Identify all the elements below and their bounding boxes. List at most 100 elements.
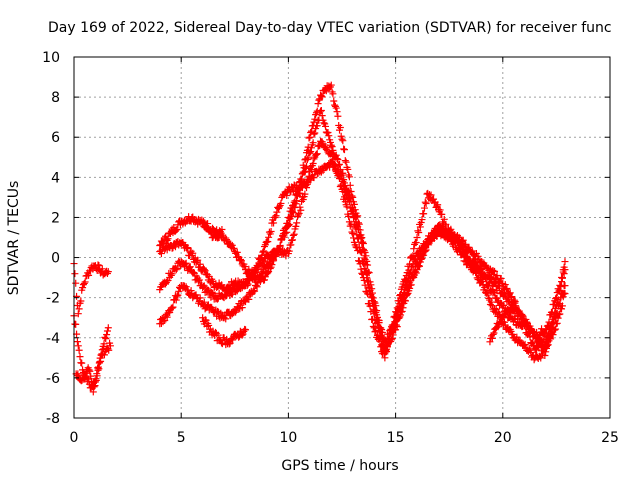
interpolated-point [461,253,469,261]
interpolated-point [472,269,480,277]
chart-title: Day 169 of 2022, Sidereal Day-to-day VTE… [48,20,612,36]
data-point [349,209,357,217]
interpolated-point [490,271,498,279]
interpolated-point [346,204,354,212]
interpolated-point [103,331,111,339]
interpolated-point [164,276,172,284]
interpolated-point [297,206,305,214]
interpolated-point [459,236,467,244]
interpolated-point [261,273,269,281]
data-point [561,282,569,290]
interpolated-point [73,338,81,346]
data-point [306,133,314,141]
y-tick-label: 8 [51,90,60,106]
interpolated-point [313,150,321,158]
interpolated-point [305,134,313,142]
interpolated-point [433,202,441,210]
interpolated-point [418,252,426,260]
interpolated-point [360,265,368,273]
interpolated-point [348,228,356,236]
y-tick-label: -6 [46,371,60,387]
interpolated-point [347,187,355,195]
data-point [104,324,112,332]
interpolated-point [264,269,272,277]
interpolated-point [167,271,175,279]
interpolated-point [186,263,194,271]
interpolated-point [254,263,262,271]
interpolated-point [503,284,511,292]
interpolated-point [368,293,376,301]
data-point [106,342,114,350]
interpolated-point [450,237,458,245]
interpolated-point [539,330,547,338]
interpolated-point [350,214,358,222]
interpolated-point [307,129,315,137]
interpolated-point [421,198,429,206]
data-point [359,260,367,268]
interpolated-point [95,261,103,269]
interpolated-point [172,266,180,274]
interpolated-point [478,277,486,285]
interpolated-point [372,327,380,335]
interpolated-point [482,289,490,297]
interpolated-point [506,309,514,317]
interpolated-point [316,141,324,149]
x-tick-label: 10 [279,430,297,446]
interpolated-point [302,155,310,163]
interpolated-point [289,208,297,216]
interpolated-point [554,314,562,322]
interpolated-point [281,229,289,237]
interpolated-point [239,262,247,270]
data-point [512,302,520,310]
interpolated-point [320,119,328,127]
interpolated-point [549,331,557,339]
interpolated-point [436,223,444,231]
interpolated-point [290,230,298,238]
interpolated-point [496,318,504,326]
interpolated-point [558,273,566,281]
interpolated-point [293,197,301,205]
interpolated-point [543,342,551,350]
interpolated-point [203,224,211,232]
interpolated-point [543,341,551,349]
x-tick-label: 0 [70,430,79,446]
interpolated-point [553,319,561,327]
interpolated-point [354,234,362,242]
interpolated-point [311,115,319,123]
data-point [85,366,93,374]
interpolated-point [85,271,93,279]
interpolated-point [345,212,353,220]
interpolated-point [329,90,337,98]
interpolated-point [288,212,296,220]
interpolated-point [397,291,405,299]
interpolated-point [182,283,190,291]
interpolated-point [354,235,362,243]
interpolated-point [184,244,192,252]
interpolated-point [541,352,549,360]
interpolated-point [251,287,259,295]
interpolated-point [187,287,195,295]
interpolated-point [325,132,333,140]
data-point [413,234,421,241]
interpolated-point [315,96,323,104]
interpolated-point [71,270,79,278]
interpolated-point [491,267,499,275]
interpolated-point [74,370,82,378]
interpolated-point [558,274,566,282]
interpolated-point [202,316,210,324]
interpolated-point [416,223,424,231]
interpolated-point [502,285,510,293]
data-point [561,266,569,274]
interpolated-point [265,228,273,236]
interpolated-point [447,225,455,233]
interpolated-point [551,326,559,334]
interpolated-point [382,347,390,355]
interpolated-point [283,191,291,199]
interpolated-point [313,107,321,115]
interpolated-point [497,317,505,325]
interpolated-point [184,286,192,294]
data-point [381,354,389,362]
interpolated-point [336,123,344,131]
interpolated-point [440,215,448,223]
interpolated-point [446,233,454,241]
